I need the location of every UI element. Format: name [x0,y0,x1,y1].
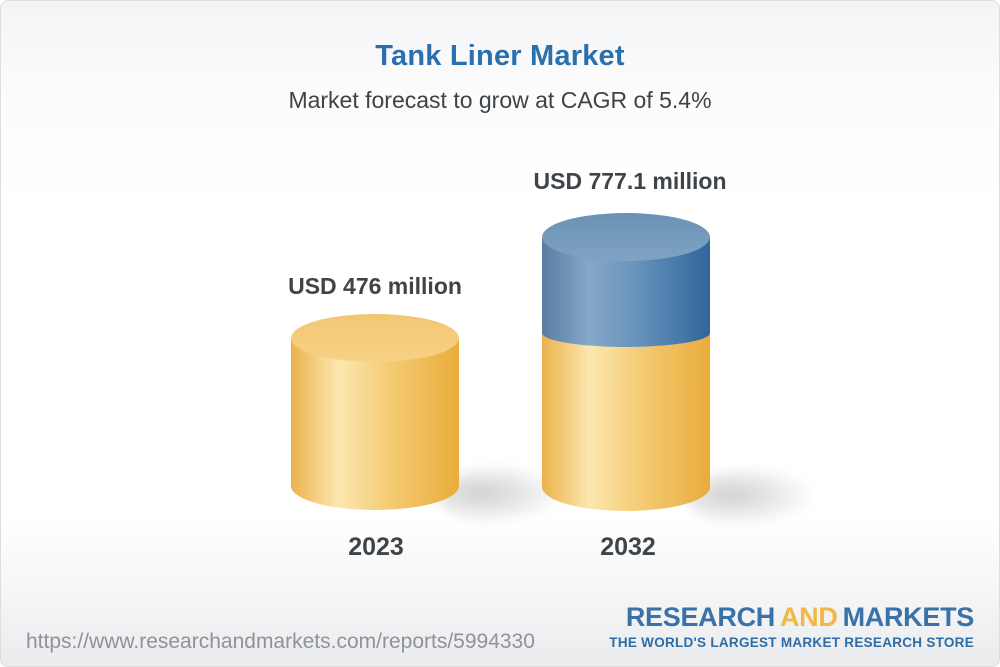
cylinder-bar-2023 [291,314,459,510]
logo-wordmark: RESEARCH AND MARKETS [609,602,975,633]
logo-word-research: RESEARCH [625,602,775,632]
logo-word-and: AND [779,602,838,632]
bar-value-label-2023: USD 476 million [288,273,462,299]
research-and-markets-logo[interactable]: RESEARCH AND MARKETS THE WORLD'S LARGEST M… [609,602,975,650]
page-title: Tank Liner Market [375,40,625,72]
logo-word-markets: MARKETS [842,602,975,632]
logo-tagline: THE WORLD'S LARGEST MARKET RESEARCH STOR… [609,634,974,650]
category-label-2023: 2023 [348,533,404,561]
category-label-2032: 2032 [600,533,656,561]
cylinder-bar-2032 [542,213,710,511]
report-url[interactable]: https://www.researchandmarkets.com/repor… [26,630,535,653]
page-subtitle: Market forecast to grow at CAGR of 5.4% [288,87,712,113]
bar-value-label-2032: USD 777.1 million [533,168,727,194]
